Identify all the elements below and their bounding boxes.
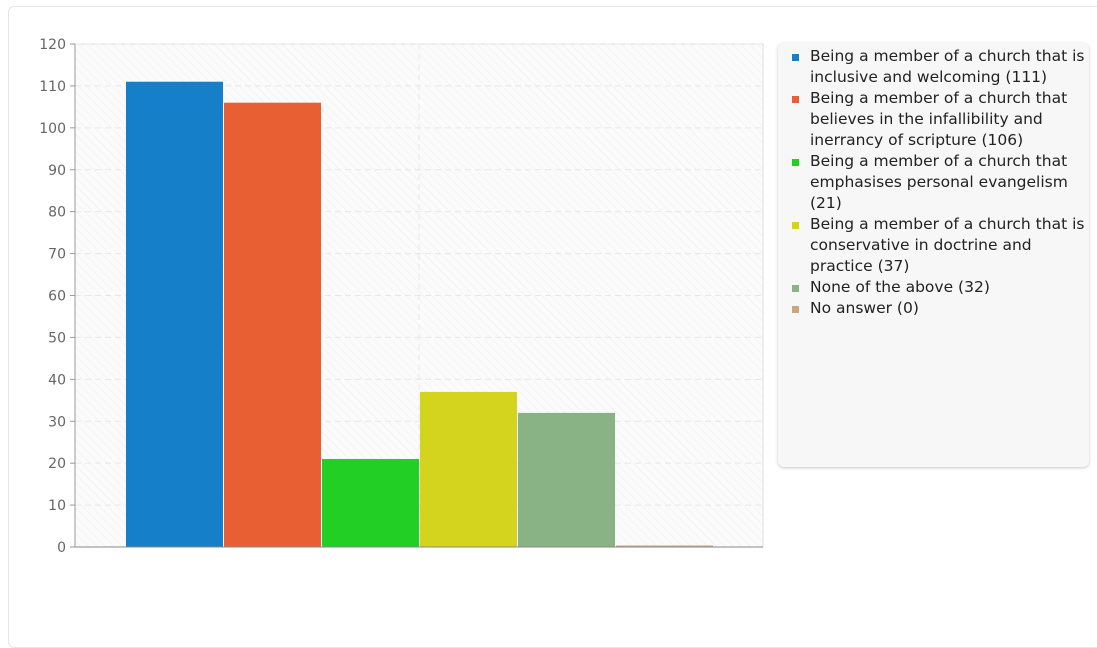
legend: Being a member of a church that is inclu… [778,43,1089,467]
bar-5 [518,412,615,547]
legend-label-inerrancy: Being a member of a church that believes… [810,89,1068,149]
legend-swatch-none-of-the-above [792,285,799,292]
bar-4 [420,391,517,547]
y-tick-label-10: 10 [48,498,66,514]
legend-swatch-evangelism [792,159,799,166]
y-tick-label-0: 0 [57,540,66,556]
legend-label-no-answer: No answer (0) [810,299,919,317]
legend-item-conservative[interactable]: Being a member of a church that is conse… [790,214,1089,277]
legend-item-inerrancy[interactable]: Being a member of a church that believes… [790,88,1089,151]
y-tick-label-120: 120 [39,37,66,53]
y-tick-label-90: 90 [48,163,66,179]
y-tick-label-60: 60 [48,289,66,305]
legend-label-inclusive: Being a member of a church that is inclu… [810,47,1085,86]
y-axis: 0 10 20 30 40 50 60 70 80 90 100 110 120 [39,37,763,556]
legend-swatch-inclusive [792,54,799,61]
bar-1 [126,81,223,547]
y-tick-label-40: 40 [48,372,66,388]
legend-swatch-no-answer [792,306,799,313]
bar-chart: 0 10 20 30 40 50 60 70 80 90 100 110 120 [39,37,764,556]
y-tick-label-100: 100 [39,121,66,137]
legend-item-inclusive[interactable]: Being a member of a church that is inclu… [790,46,1089,88]
legend-item-evangelism[interactable]: Being a member of a church that emphasis… [790,151,1089,214]
y-tick-label-50: 50 [48,330,66,346]
bar-2 [224,102,321,547]
y-tick-label-80: 80 [48,205,66,221]
legend-label-none-of-the-above: None of the above (32) [810,278,990,296]
legend-label-conservative: Being a member of a church that is conse… [810,215,1085,275]
legend-label-evangelism: Being a member of a church that emphasis… [810,152,1068,212]
y-tick-label-110: 110 [39,79,66,95]
legend-item-none-of-the-above[interactable]: None of the above (32) [790,277,1089,298]
bar-3 [322,458,419,547]
legend-swatch-inerrancy [792,96,799,103]
y-tick-label-70: 70 [48,247,66,263]
y-tick-label-20: 20 [48,456,66,472]
legend-swatch-conservative [792,222,799,229]
bar-6 [616,545,713,547]
bars [126,81,713,547]
legend-item-no-answer[interactable]: No answer (0) [790,298,1089,319]
y-tick-label-30: 30 [48,414,66,430]
